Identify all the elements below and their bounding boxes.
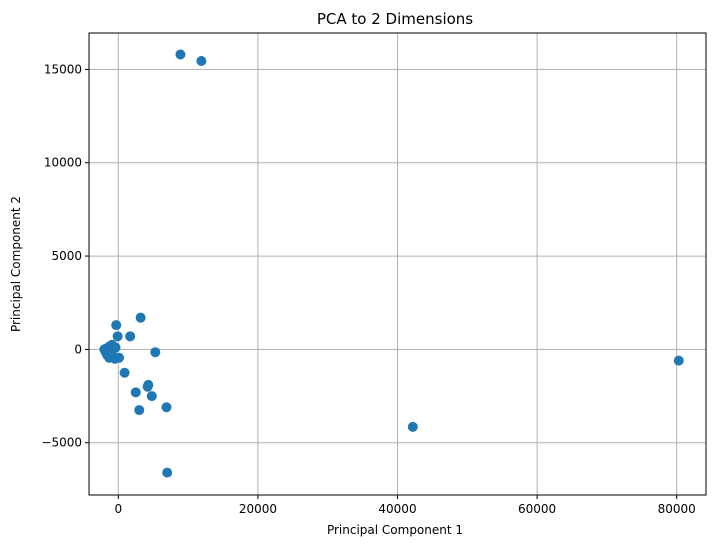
- grid-lines: [89, 33, 706, 495]
- data-point: [110, 342, 121, 353]
- x-tick-label: 80000: [658, 502, 696, 516]
- chart-title: PCA to 2 Dimensions: [317, 10, 473, 28]
- data-point: [142, 381, 153, 392]
- data-point: [407, 421, 418, 432]
- data-point: [146, 391, 157, 402]
- x-axis-ticks: 0 20000 40000 60000 80000: [114, 495, 696, 516]
- data-point: [130, 387, 141, 398]
- data-point: [125, 331, 136, 342]
- y-axis-label: Principal Component 2: [9, 196, 23, 332]
- x-tick-label: 60000: [518, 502, 556, 516]
- y-tick-label: 15000: [44, 62, 82, 76]
- x-tick-label: 40000: [378, 502, 416, 516]
- y-axis-ticks: −5000 0 5000 10000 15000: [41, 62, 89, 450]
- y-tick-label: −5000: [41, 436, 82, 450]
- data-points: [99, 49, 684, 478]
- data-point: [175, 49, 186, 60]
- data-point: [161, 402, 172, 413]
- data-point: [111, 320, 122, 331]
- data-point: [135, 312, 146, 323]
- data-point: [119, 367, 130, 378]
- data-point: [134, 405, 145, 416]
- y-tick-label: 0: [74, 342, 82, 356]
- y-tick-label: 5000: [51, 249, 82, 263]
- data-point: [162, 467, 173, 478]
- data-point: [673, 355, 684, 366]
- y-tick-label: 10000: [44, 156, 82, 170]
- data-point: [150, 347, 161, 358]
- x-axis-label: Principal Component 1: [327, 523, 463, 537]
- x-tick-label: 0: [114, 502, 122, 516]
- data-point: [112, 331, 123, 342]
- data-point: [196, 56, 207, 66]
- x-tick-label: 20000: [239, 502, 277, 516]
